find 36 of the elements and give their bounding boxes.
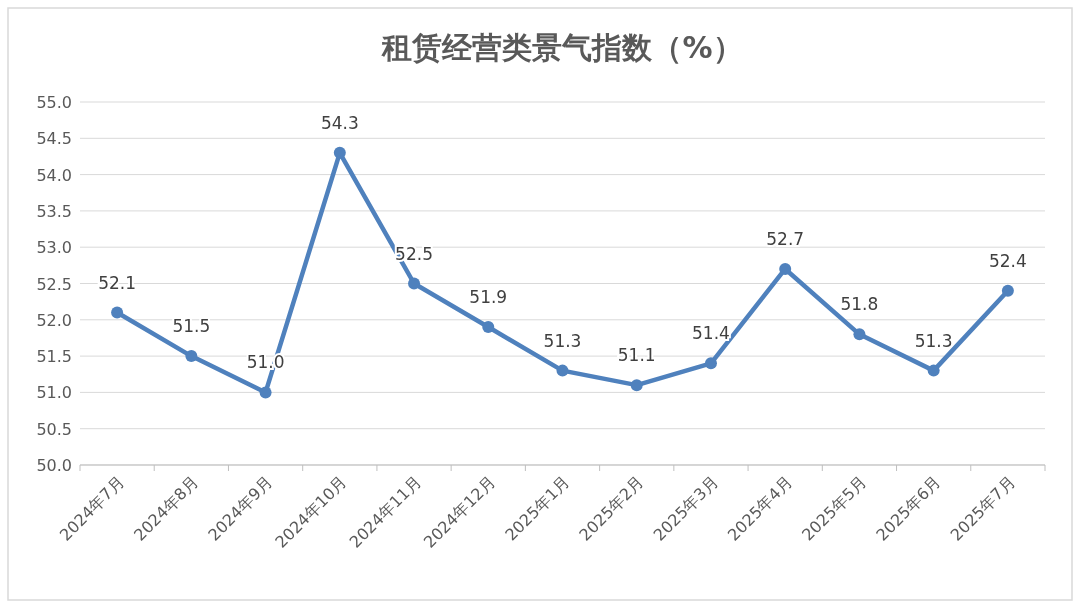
y-tick-label: 50.5: [36, 419, 72, 439]
y-tick-label: 52.5: [36, 274, 72, 294]
data-label: 51.3: [914, 330, 953, 351]
point: [1001, 284, 1014, 297]
point: [482, 321, 495, 334]
data-label: 51.1: [617, 345, 656, 366]
chart-title: 租赁经营类景气指数（%）: [381, 30, 743, 65]
point: [630, 379, 643, 392]
data-label: 51.4: [692, 323, 730, 344]
data-label: 52.7: [766, 228, 805, 249]
point: [259, 386, 272, 399]
point: [408, 277, 421, 290]
data-label: 52.4: [988, 250, 1027, 271]
y-tick-label: 51.5: [36, 347, 72, 367]
data-label: 51.3: [543, 330, 582, 351]
y-tick-label: 53.0: [36, 238, 72, 258]
point: [704, 357, 717, 370]
y-tick-label: 51.0: [36, 383, 72, 403]
point: [853, 328, 866, 341]
data-label: 54.3: [320, 112, 359, 133]
data-label: 51.5: [172, 316, 211, 337]
y-tick-label: 54.5: [36, 129, 72, 149]
point: [333, 146, 346, 159]
y-tick-label: 54.0: [36, 165, 72, 185]
data-label: 51.8: [840, 294, 879, 315]
data-label: 51.9: [469, 287, 508, 308]
point: [556, 364, 569, 377]
data-label: 52.1: [98, 272, 137, 293]
point: [185, 350, 198, 363]
point: [111, 306, 124, 319]
point: [779, 262, 792, 275]
y-tick-label: 53.5: [36, 201, 72, 221]
y-tick-label: 50.0: [36, 456, 72, 475]
y-tick-label: 52.0: [36, 310, 72, 330]
y-tick-label: 55.0: [36, 93, 72, 112]
point: [927, 364, 940, 377]
